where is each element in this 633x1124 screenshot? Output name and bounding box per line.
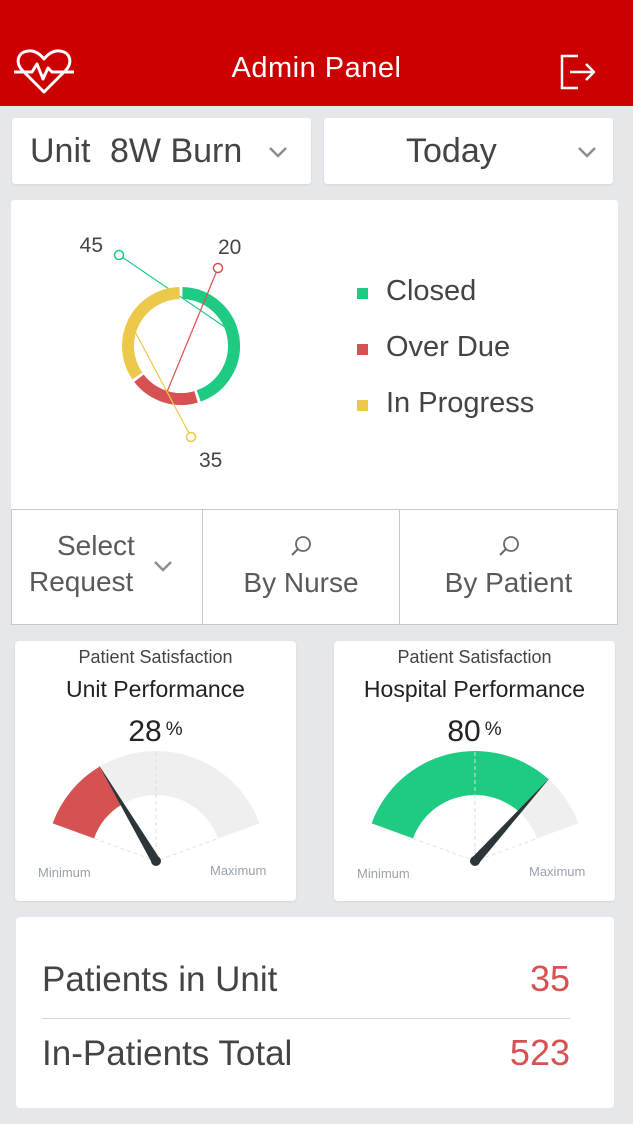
unit-performance-gauge-card: Patient Satisfaction Unit Performance 28… (15, 641, 296, 901)
unit-select[interactable]: Unit 8W Burn (12, 118, 311, 184)
donut-slice-over-due[interactable] (134, 374, 198, 405)
gauge-fill (52, 766, 123, 839)
gauge-needle-hub (470, 856, 480, 866)
by-patient-button[interactable]: By Patient (400, 510, 617, 624)
hospital-performance-gauge (371, 751, 579, 866)
legend-label: Over Due (386, 331, 511, 363)
donut-leader-dot (185, 431, 197, 443)
donut-value-label: 35 (199, 449, 222, 472)
gauge-max-label: Maximum (210, 863, 267, 878)
gauge-value: 28% (15, 715, 296, 749)
by-patient-label: By Patient (444, 567, 573, 598)
gauge-value-unit: % (165, 719, 183, 740)
requests-donut-chart: 45 20 35 (80, 234, 242, 472)
legend-label: Closed (386, 275, 477, 307)
gauge-min-label: Minimum (357, 866, 410, 881)
donut-leader-line (127, 318, 192, 438)
legend-label: In Progress (386, 387, 535, 419)
gauge-value-number: 28 (128, 715, 162, 748)
stat-label: In-Patients Total (42, 1034, 293, 1073)
request-filter-bar: Select Request By Nurse By Patient (11, 509, 618, 625)
gauge-needle-hub (151, 856, 161, 866)
logout-icon[interactable] (556, 50, 598, 92)
page-title: Admin Panel (231, 52, 402, 84)
gauge-subtitle: Patient Satisfaction (78, 647, 233, 667)
gauge-title: Unit Performance (66, 676, 245, 702)
gauge-needle (471, 777, 550, 865)
donut-slice-in-progress[interactable] (122, 287, 181, 380)
date-select-value: Today (406, 132, 497, 170)
app-header: Admin Panel (0, 0, 633, 106)
gauge-fill (371, 751, 549, 839)
date-select[interactable]: Today (324, 118, 613, 184)
select-request-label-line2: Request (29, 566, 134, 597)
unit-select-label: Unit (30, 132, 91, 170)
search-icon (291, 536, 311, 556)
unit-performance-gauge (52, 751, 260, 866)
gauge-subtitle: Patient Satisfaction (397, 647, 552, 667)
unit-select-value: 8W Burn (110, 132, 243, 170)
stat-row-patients-in-unit: Patients in Unit 35 (42, 947, 570, 1019)
donut-value-label: 20 (218, 236, 241, 259)
stat-row-in-patients-total: In-Patients Total 523 (42, 1021, 570, 1091)
stat-label: Patients in Unit (42, 960, 278, 999)
donut-leader-dot (212, 262, 224, 274)
by-nurse-label: By Nurse (243, 567, 359, 598)
donut-slice-closed[interactable] (182, 287, 240, 402)
gauge-max-label: Maximum (529, 864, 586, 879)
legend-swatch-over-due (357, 344, 368, 355)
donut-value-label: 45 (80, 234, 103, 257)
legend-swatch-in-progress (357, 400, 368, 411)
chevron-down-icon (154, 561, 172, 572)
search-icon (498, 536, 519, 556)
by-nurse-button[interactable]: By Nurse (203, 510, 400, 624)
donut-leader-dot (113, 249, 125, 261)
gauge-value: 80% (334, 715, 615, 749)
chevron-down-icon (578, 147, 596, 158)
heart-pulse-icon[interactable] (14, 48, 74, 94)
select-request-dropdown[interactable]: Select Request (12, 510, 203, 624)
hospital-performance-gauge-card: Patient Satisfaction Hospital Performanc… (334, 641, 615, 901)
gauge-min-label: Minimum (38, 865, 91, 880)
legend-swatch-closed (357, 288, 368, 299)
select-request-label-line1: Select (57, 530, 135, 561)
gauge-value-number: 80 (447, 715, 481, 748)
stat-value: 523 (509, 1032, 570, 1073)
gauge-needle (98, 764, 160, 864)
gauge-value-unit: % (484, 719, 502, 740)
donut-leader-line (162, 267, 219, 403)
gauge-title: Hospital Performance (363, 676, 586, 702)
stat-value: 35 (529, 958, 570, 999)
chevron-down-icon (269, 147, 287, 158)
patient-stats-card: Patients in Unit 35 In-Patients Total 52… (16, 917, 614, 1108)
requests-chart-card: 45 20 35 Closed Over Due In Progress Selec… (11, 200, 618, 625)
